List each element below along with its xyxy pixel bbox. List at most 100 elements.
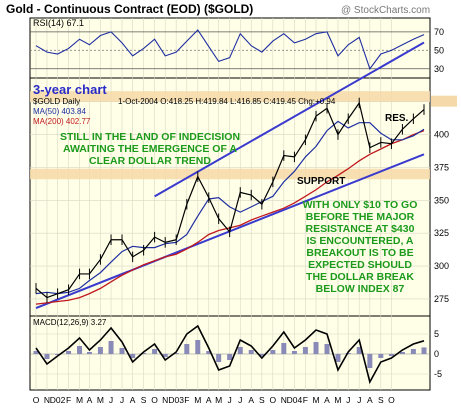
highlight-bands — [30, 91, 430, 180]
grid-lines — [30, 18, 430, 390]
macd-histogram-bar — [130, 354, 136, 358]
macd-histogram-bar — [324, 344, 330, 354]
x-tick-label: S — [141, 395, 147, 405]
macd-tick-label: 0 — [434, 349, 439, 359]
price-tick-label: 400 — [434, 130, 449, 140]
ma50-label: MA(50) 403.84 — [33, 107, 86, 116]
macd-histogram-bar — [55, 354, 61, 355]
x-tick-label: A — [248, 395, 254, 405]
annotation-right-line: EXPECTED SHOULD — [308, 259, 412, 271]
macd-histogram-bar — [281, 343, 287, 354]
x-tick-label: N — [44, 395, 50, 405]
rsi-series — [35, 29, 425, 70]
trendline-upper — [154, 41, 425, 198]
x-tick-label: N — [281, 395, 287, 405]
rsi-tick-label: 50 — [434, 45, 444, 55]
macd-histogram-bar — [367, 354, 373, 368]
ma50-line — [35, 120, 425, 295]
rsi-tick-label: 30 — [434, 64, 444, 74]
annotation-left-line: STILL IN THE LAND OF INDECISION — [60, 131, 240, 143]
x-tick-label: F — [303, 395, 308, 405]
resistance-band — [30, 91, 430, 102]
macd-histogram-bar — [259, 354, 265, 356]
rsi-line — [35, 29, 425, 70]
macd-histogram-bar — [66, 351, 72, 354]
macd-histogram-bar — [356, 347, 362, 354]
macd-histogram-bar — [410, 349, 416, 354]
x-tick-label: M — [312, 395, 319, 405]
x-tick-label: J — [109, 395, 113, 405]
x-tick-label: J — [228, 395, 232, 405]
price-tick-label: 325 — [434, 228, 449, 238]
x-tick-label: J — [238, 395, 242, 405]
x-tick-label: O — [270, 395, 277, 405]
x-tick-label: F — [184, 395, 189, 405]
annotation-right-line: RESISTANCE AT $430 — [306, 223, 415, 235]
x-tick-label: A — [206, 395, 212, 405]
annotation-left: STILL IN THE LAND OF INDECISIONAWAITING … — [60, 131, 240, 167]
rsi-tick-label: 70 — [434, 27, 444, 37]
macd-histogram-bar — [335, 354, 341, 362]
x-tick-label: A — [87, 395, 93, 405]
macd-histogram-bar — [378, 354, 384, 358]
macd-histogram-bar — [216, 354, 222, 362]
macd-histogram-bar — [97, 347, 103, 354]
chart-title: Gold - Continuous Contract (EOD) ($GOLD) — [6, 2, 253, 16]
price-tick-label: 275 — [434, 294, 449, 304]
x-tick-label: M — [194, 395, 201, 405]
annotation-right-line: BELOW INDEX 87 — [316, 283, 405, 295]
macd-histogram-bar — [399, 352, 405, 354]
macd-histogram-bar — [162, 354, 168, 357]
x-tick-label: S — [259, 395, 265, 405]
macd-histogram-bar — [195, 340, 201, 354]
x-tick-label: N — [162, 395, 168, 405]
x-tick-label: D02 — [50, 395, 66, 405]
symbol-label: $GOLD Daily — [33, 97, 80, 106]
macd-histogram-bar — [184, 344, 190, 354]
price-tick-label: 300 — [434, 261, 449, 271]
support-band — [30, 168, 430, 180]
annotation-right-line: BREAKOUT IS TO BE — [306, 247, 413, 259]
x-tick-label: D03 — [168, 395, 184, 405]
resistance-label: RES. — [385, 113, 409, 124]
x-tick-label: J — [346, 395, 350, 405]
x-tick-label: M — [76, 395, 83, 405]
x-tick-label: F — [66, 395, 71, 405]
macd-histogram-bar — [291, 351, 297, 354]
macd-histogram-bar — [119, 348, 125, 354]
macd-tick-label: -5 — [434, 369, 442, 379]
macd-histogram-bar — [302, 347, 308, 354]
x-tick-label: J — [120, 395, 124, 405]
macd-histogram-bar — [152, 349, 158, 354]
macd-line — [35, 324, 425, 385]
annotation-right-line: THE DOLLAR BREAK — [306, 271, 414, 283]
macd-histogram-bar — [108, 341, 114, 354]
macd-histogram-bar — [33, 351, 39, 354]
macd-histogram-bar — [86, 352, 92, 354]
rsi-label: RSI(14) 67.1 — [33, 18, 84, 28]
support-label: SUPPORT — [297, 176, 345, 187]
macd-histogram-bar — [313, 342, 319, 354]
x-tick-label: A — [367, 395, 373, 405]
x-tick-label: S — [378, 395, 384, 405]
axis-ticks: O N D02 F M A M J J A S O N D03 F M A M J J A S O N D04 F M A M J J A S O… — [33, 27, 457, 405]
annotation-left-line: AWAITING THE EMERGENCE OF A — [63, 143, 237, 155]
macd-histogram-bar — [44, 354, 50, 359]
macd-tick-label: 5 — [434, 329, 439, 339]
price-panel — [29, 77, 431, 317]
watermark: @ StockCharts.com — [341, 5, 430, 16]
x-tick-label: O — [151, 395, 158, 405]
macd-histogram-bar — [141, 353, 147, 354]
period-label: 3-year chart — [33, 82, 107, 97]
x-tick-label: O — [33, 395, 40, 405]
x-tick-label: M — [215, 395, 222, 405]
price-series — [35, 97, 425, 305]
macd-label: MACD(12,26,9) 3.27 — [33, 318, 107, 327]
annotation-right-line: BEFORE THE MAJOR — [306, 211, 415, 223]
macd-histogram-bar — [237, 347, 243, 354]
annotation-left-line: CLEAR DOLLAR TREND — [89, 155, 211, 167]
price-tick-label: 375 — [434, 162, 449, 172]
macd-histogram-bar — [421, 347, 427, 354]
